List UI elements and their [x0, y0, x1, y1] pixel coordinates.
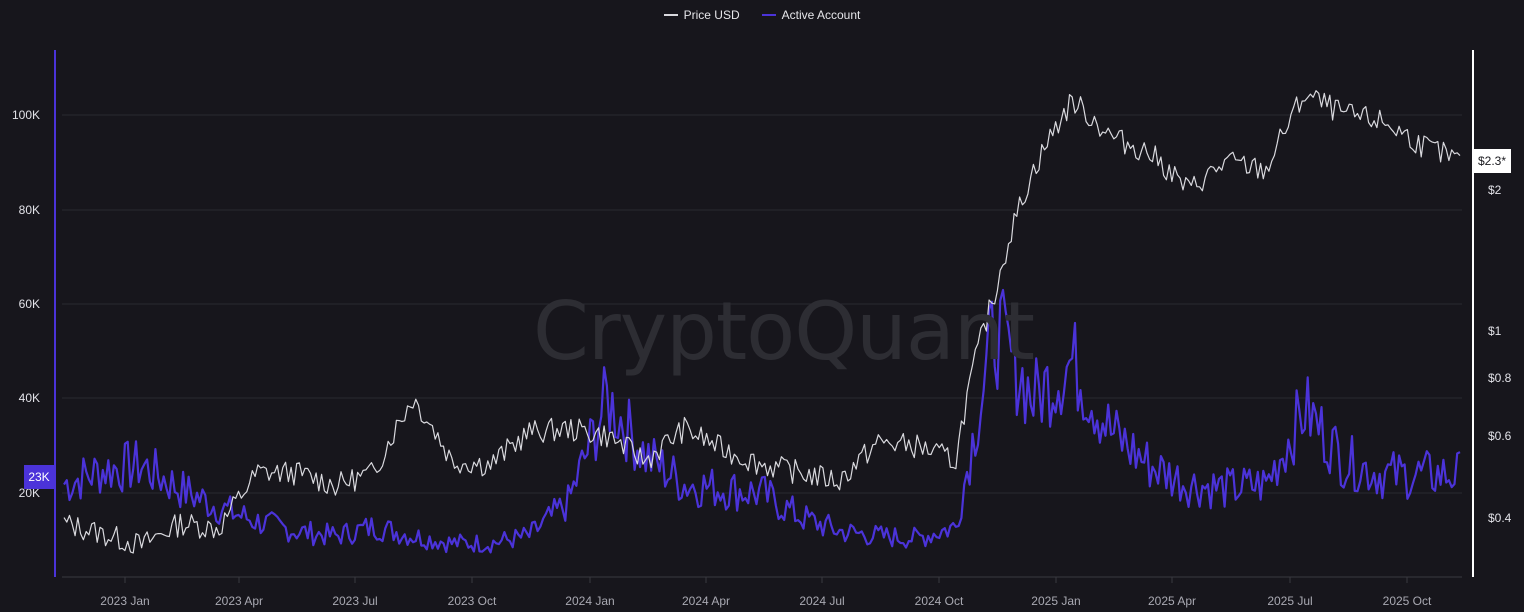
active-account-line-swatch-icon	[761, 14, 776, 16]
x-axis-tick-label: 2025 Jul	[1267, 594, 1313, 608]
right-axis-tick-label: $2	[1488, 183, 1502, 197]
x-axis-tick-label: 2024 Jul	[799, 594, 845, 608]
active-account-line	[63, 288, 1461, 554]
right-axis-tick-label: $0.4	[1488, 511, 1512, 525]
left-axis-tick-label: 60K	[18, 297, 40, 311]
x-axis-tick-label: 2023 Jul	[332, 594, 378, 608]
x-axis-tick-label: 2023 Jan	[100, 594, 150, 608]
x-axis-tick-label: 2023 Apr	[214, 594, 264, 608]
legend-item-price-usd[interactable]: Price USD	[663, 8, 740, 22]
x-axis-tick-label: 2025 Oct	[1382, 594, 1432, 608]
legend-label: Price USD	[683, 8, 740, 22]
right-axis-tick-label: $0.6	[1488, 429, 1512, 443]
legend-label: Active Account	[781, 8, 861, 22]
right-axis-tick-label: $0.8	[1488, 371, 1512, 385]
x-axis-tick-label: 2025 Jan	[1031, 594, 1081, 608]
chart-legend: Price USD Active Account	[0, 8, 1524, 22]
left-axis-tick-label: 40K	[18, 391, 40, 405]
x-axis-tick-label: 2024 Oct	[914, 594, 964, 608]
active-account-current-badge: 23K	[24, 465, 54, 489]
left-axis-tick-label: 80K	[18, 203, 40, 217]
price-current-badge: $2.3*	[1473, 149, 1511, 173]
x-axis-tick-label: 2025 Apr	[1147, 594, 1197, 608]
right-axis-tick-label: $1	[1488, 324, 1502, 338]
price-line-swatch-icon	[663, 14, 678, 16]
price-usd-line	[63, 90, 1461, 554]
x-axis-tick-label: 2023 Oct	[447, 594, 497, 608]
left-axis-tick-label: 20K	[18, 486, 40, 500]
x-axis-tick-label: 2024 Apr	[681, 594, 731, 608]
legend-item-active-account[interactable]: Active Account	[761, 8, 861, 22]
left-axis-tick-label: 100K	[11, 108, 40, 122]
x-axis-tick-label: 2024 Jan	[565, 594, 615, 608]
